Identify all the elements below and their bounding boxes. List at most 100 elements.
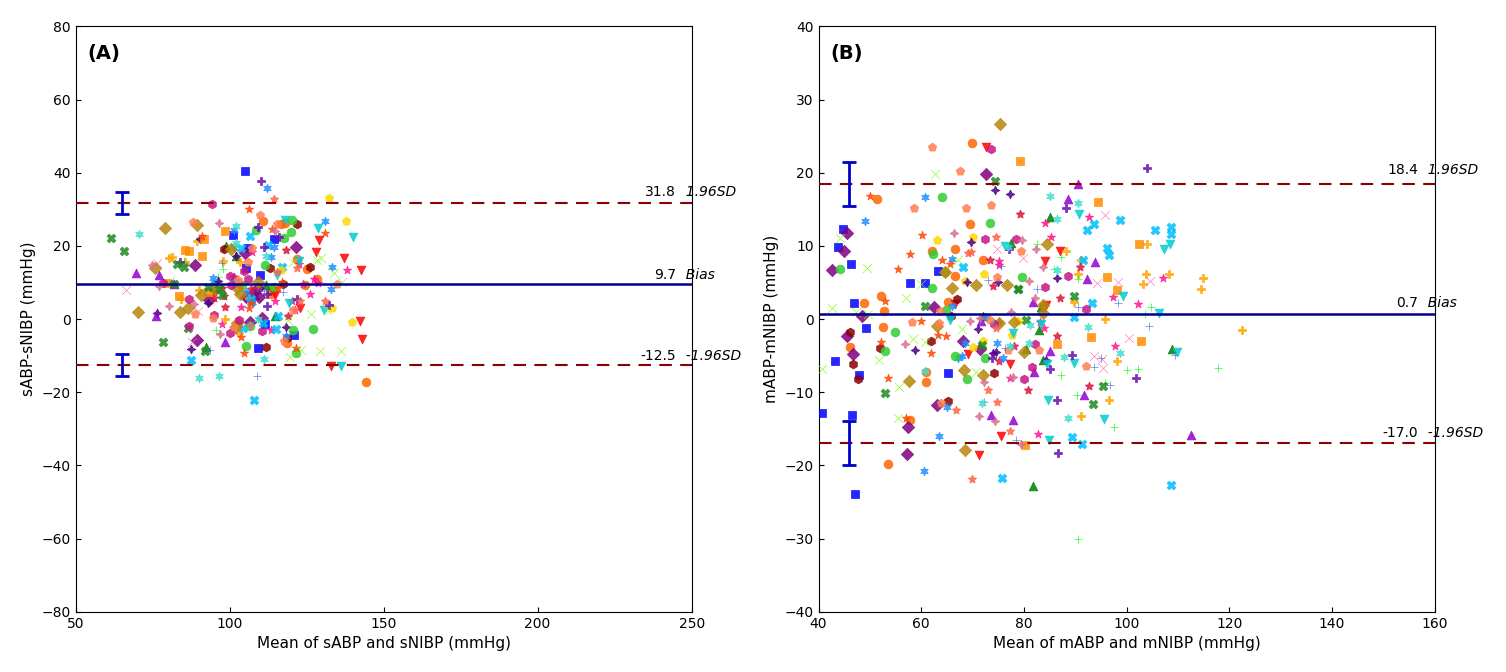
Point <box>1160 229 1184 240</box>
Point <box>196 281 220 292</box>
Point <box>173 245 197 255</box>
Point <box>166 259 190 269</box>
Point <box>265 323 289 334</box>
Point <box>1108 215 1133 226</box>
Point <box>994 343 1018 353</box>
Point <box>898 414 922 425</box>
Point <box>205 325 229 335</box>
Point <box>1092 362 1116 373</box>
Point <box>146 307 170 318</box>
Point <box>253 251 277 261</box>
Point <box>988 355 1012 366</box>
Point <box>280 256 304 267</box>
Point <box>1126 299 1151 310</box>
Point <box>997 243 1021 254</box>
Point <box>176 323 200 333</box>
Point <box>1033 256 1057 267</box>
Point <box>976 275 1000 286</box>
Point <box>1001 317 1026 328</box>
Point <box>232 248 256 259</box>
Point <box>1018 320 1042 331</box>
Point <box>983 416 1008 427</box>
Point <box>151 278 175 288</box>
Point <box>1029 317 1053 327</box>
Point <box>145 258 169 269</box>
Point <box>348 316 372 327</box>
Point <box>167 291 191 302</box>
Point <box>1014 314 1038 325</box>
Point <box>209 258 233 269</box>
Point <box>922 249 946 259</box>
Point <box>1101 292 1125 302</box>
Point <box>986 317 1011 327</box>
Point <box>1190 284 1214 295</box>
Point <box>1078 331 1102 342</box>
Point <box>160 252 184 263</box>
Point <box>334 264 358 275</box>
Point <box>926 318 950 329</box>
Point <box>194 341 218 352</box>
Point <box>959 237 983 247</box>
Point <box>973 376 997 387</box>
Point <box>976 384 1000 395</box>
Point <box>979 353 1003 364</box>
Point <box>950 335 974 346</box>
Point <box>328 361 352 372</box>
Point <box>866 193 890 204</box>
Point <box>304 247 328 257</box>
Point <box>1114 365 1139 376</box>
Point <box>203 278 227 289</box>
Point <box>998 306 1023 317</box>
Point <box>214 241 238 251</box>
Point <box>229 243 253 254</box>
Point <box>274 245 298 255</box>
Point <box>955 374 979 384</box>
Point <box>998 189 1023 200</box>
Point <box>238 302 262 313</box>
Point <box>919 336 943 347</box>
Point <box>946 294 970 304</box>
Point <box>209 319 233 329</box>
Point <box>941 227 965 238</box>
Point <box>986 260 1011 271</box>
Point <box>1020 362 1044 372</box>
Point <box>274 322 298 333</box>
Point <box>855 308 880 319</box>
Point <box>1081 362 1105 373</box>
Point <box>950 261 974 272</box>
Point <box>319 361 343 372</box>
Point <box>1111 291 1136 302</box>
Point <box>259 325 283 335</box>
Point <box>913 337 937 347</box>
Point <box>316 192 340 203</box>
Point <box>913 366 937 376</box>
Point <box>1102 422 1126 433</box>
Point <box>239 294 264 304</box>
Point <box>99 233 123 243</box>
Point <box>1048 293 1072 304</box>
Point <box>113 285 137 296</box>
Point <box>261 285 285 296</box>
Point <box>250 325 274 336</box>
Point <box>1054 245 1078 256</box>
Point <box>986 255 1011 266</box>
Point <box>967 450 991 460</box>
Point <box>245 276 270 287</box>
Point <box>1090 353 1114 364</box>
Point <box>273 233 297 244</box>
Point <box>964 366 988 377</box>
Point <box>197 345 221 355</box>
Point <box>223 243 247 253</box>
Point <box>285 254 309 265</box>
Point <box>202 286 226 297</box>
Point <box>872 306 896 317</box>
Point <box>1068 261 1092 272</box>
Point <box>938 310 962 321</box>
Point <box>221 224 245 235</box>
Point <box>1017 384 1041 395</box>
Point <box>262 234 286 245</box>
Point <box>1021 297 1045 308</box>
Point <box>292 279 316 290</box>
Point <box>211 255 235 266</box>
Point <box>819 265 843 276</box>
